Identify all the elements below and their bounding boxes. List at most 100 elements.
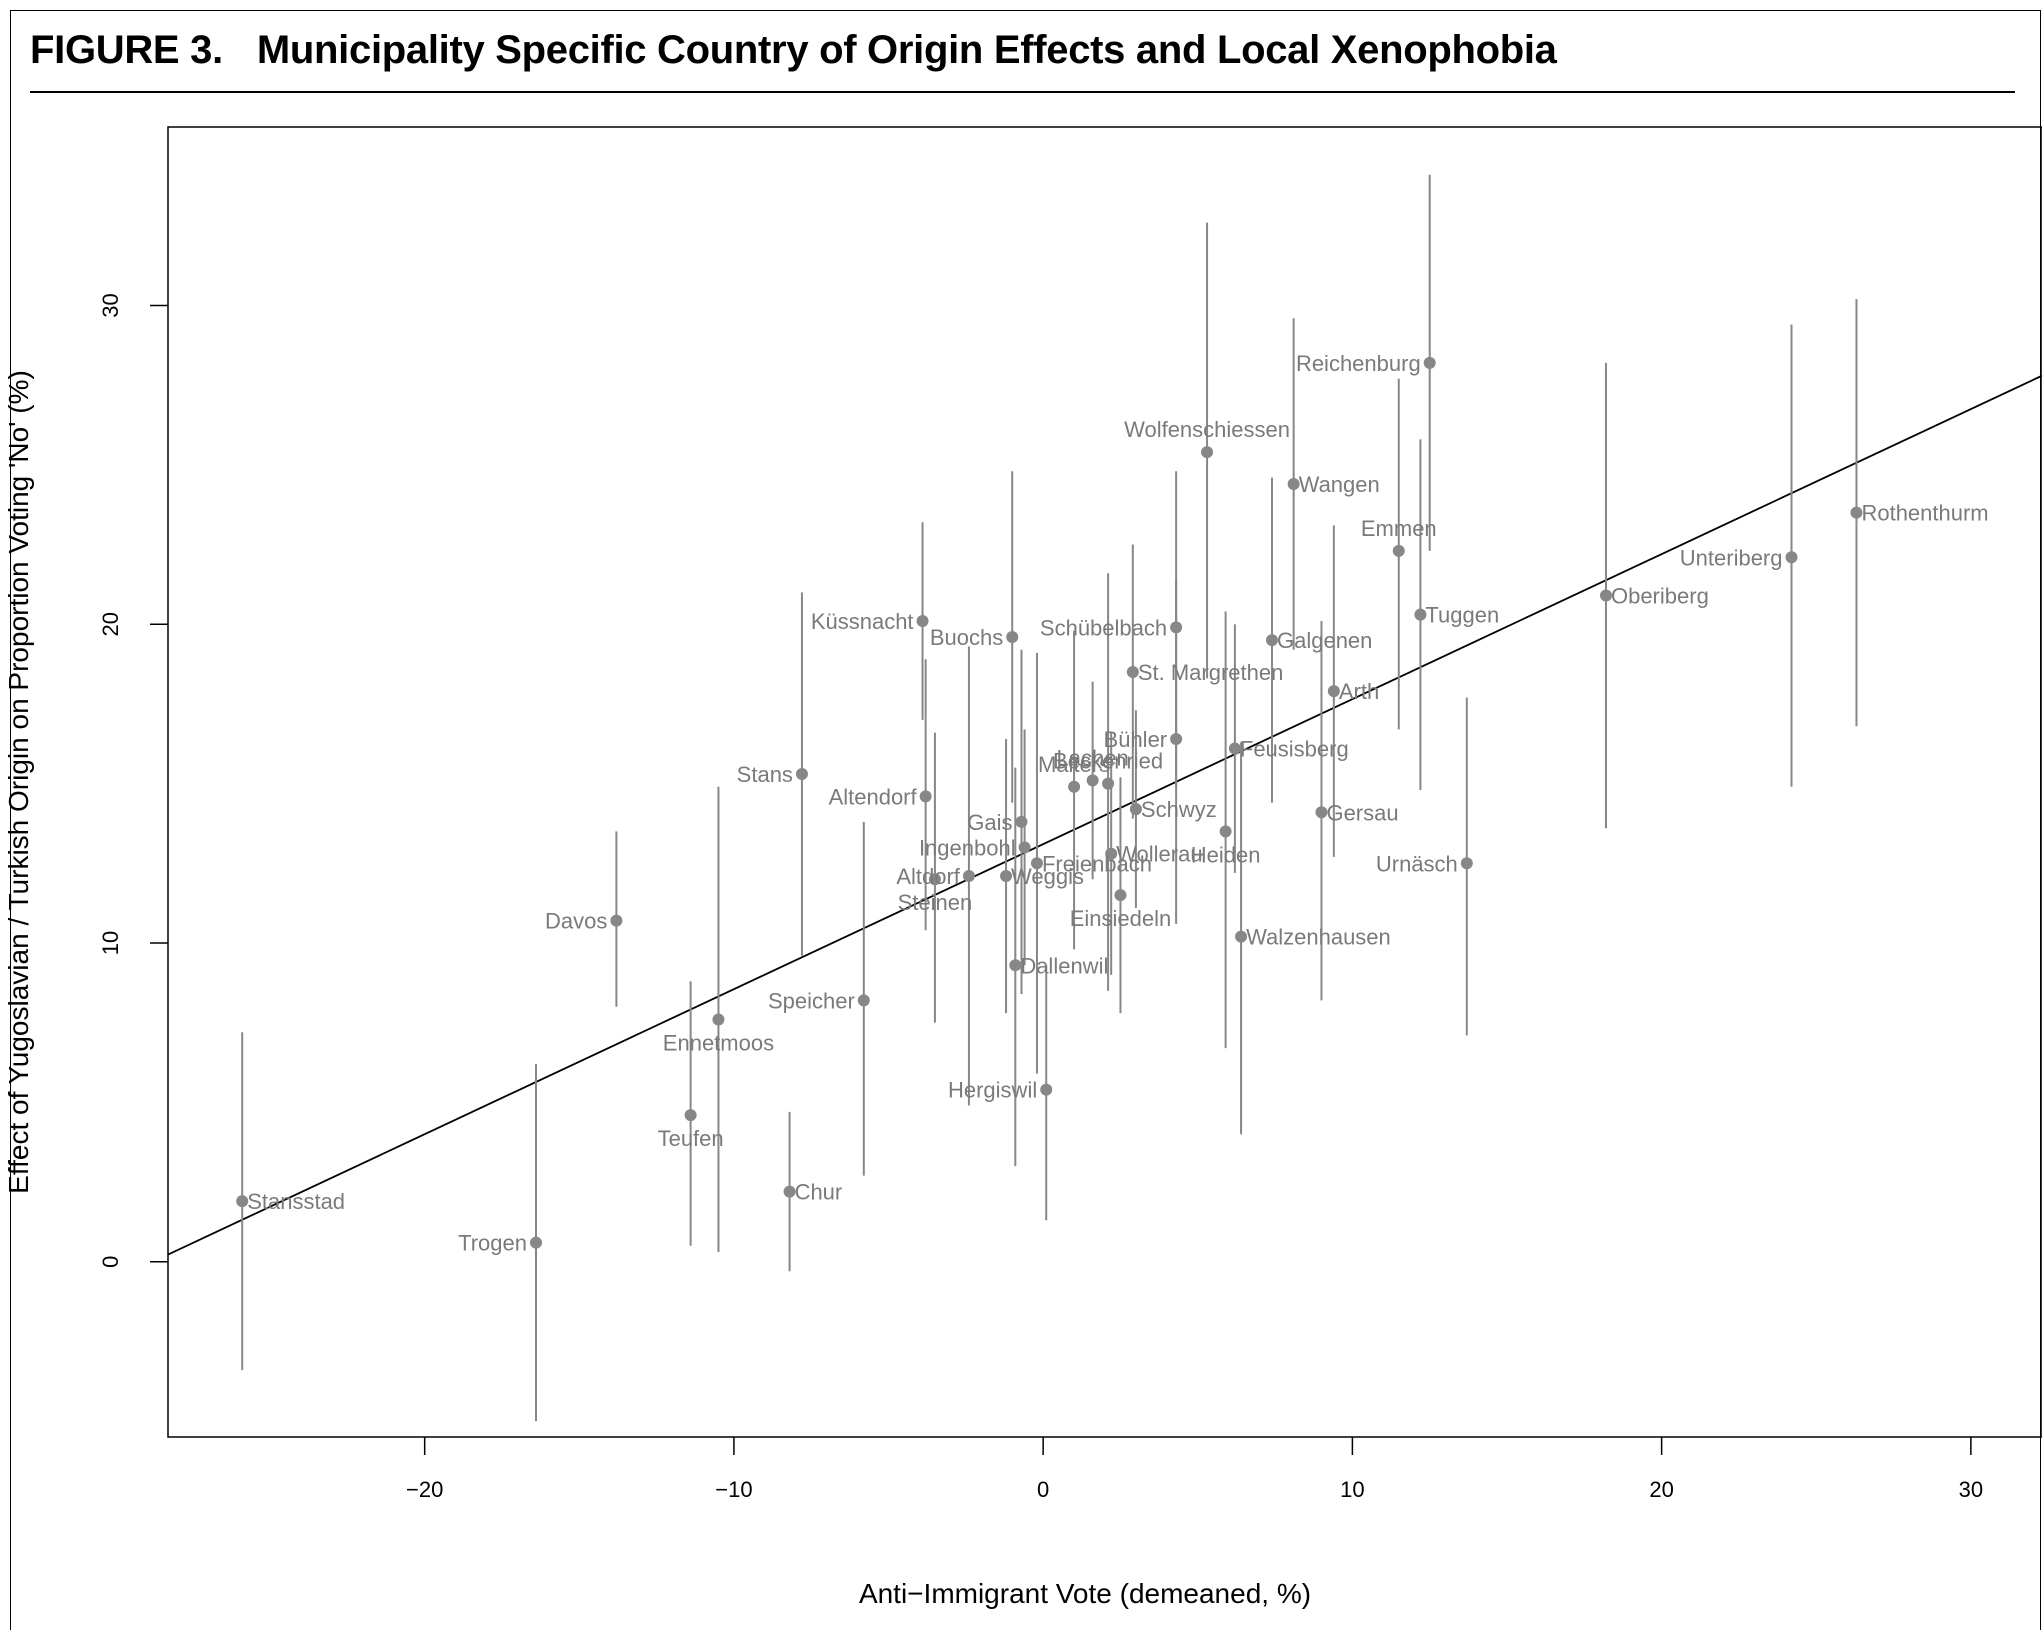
point-label: Walzenhausen xyxy=(1246,925,1391,950)
x-tick-label: 10 xyxy=(1340,1477,1364,1502)
x-tick-label: 30 xyxy=(1959,1477,1983,1502)
data-point xyxy=(1315,806,1328,819)
point-label: Galgenen xyxy=(1277,628,1372,653)
x-tick-label: −20 xyxy=(406,1477,443,1502)
point-label: Altendorf xyxy=(829,784,918,809)
point-label: Altdorf xyxy=(896,864,960,889)
point-label: Einsiedeln xyxy=(1070,906,1172,931)
point-label: Wollerau xyxy=(1116,842,1202,867)
data-point xyxy=(916,615,929,628)
point-layer xyxy=(236,356,1863,1249)
point-label: Beckenried xyxy=(1053,749,1163,774)
data-point xyxy=(1170,732,1183,745)
data-point xyxy=(1018,841,1031,854)
point-label: Stans xyxy=(737,762,793,787)
data-point xyxy=(1392,544,1405,557)
y-tick-label: 10 xyxy=(98,931,123,955)
point-label: St. Margrethen xyxy=(1138,660,1284,685)
data-point xyxy=(1040,1083,1053,1096)
point-label: Ingenbohl xyxy=(919,835,1016,860)
data-point xyxy=(712,1013,725,1026)
title-rule xyxy=(30,91,2015,93)
point-label: Schübelbach xyxy=(1040,615,1167,640)
point-label: Gersau xyxy=(1326,800,1398,825)
figure-frame xyxy=(10,10,2041,1630)
point-label: Trogen xyxy=(458,1231,527,1256)
fit-layer xyxy=(168,374,2042,1256)
data-point xyxy=(1129,803,1142,816)
data-point xyxy=(1228,742,1241,755)
point-label: Malters xyxy=(1038,752,1110,777)
x-tick-label: 20 xyxy=(1649,1477,1673,1502)
point-label: Ennetmoos xyxy=(663,1030,774,1055)
data-point xyxy=(1015,815,1028,828)
point-label: Teufen xyxy=(658,1126,724,1151)
point-label: Chur xyxy=(795,1180,843,1205)
x-axis-title: Anti−Immigrant Vote (demeaned, %) xyxy=(859,1578,1311,1609)
data-point xyxy=(1219,825,1232,838)
point-label: Schwyz xyxy=(1141,797,1217,822)
x-tick-label: −10 xyxy=(715,1477,752,1502)
plot-area xyxy=(167,126,2042,1438)
point-label: Wangen xyxy=(1299,472,1380,497)
data-point xyxy=(1287,477,1300,490)
x-tick-label: 0 xyxy=(1037,1477,1049,1502)
data-point xyxy=(783,1185,796,1198)
data-point xyxy=(1423,356,1436,369)
point-label: Freienbach xyxy=(1042,851,1152,876)
data-point xyxy=(1235,930,1248,943)
data-point xyxy=(1785,551,1798,564)
data-point xyxy=(684,1109,697,1122)
data-point xyxy=(1006,630,1019,643)
point-label: Rothenthurm xyxy=(1861,501,1988,526)
point-label: Unteriberg xyxy=(1680,545,1783,570)
point-label: Urnäsch xyxy=(1376,851,1458,876)
data-point xyxy=(962,870,975,883)
figure-label: FIGURE 3. xyxy=(30,28,223,72)
data-point xyxy=(1850,506,1863,519)
data-point xyxy=(1265,634,1278,647)
fit-line xyxy=(168,374,2042,1256)
data-point xyxy=(1105,847,1118,860)
data-point xyxy=(1599,589,1612,602)
point-label: Feusisberg xyxy=(1240,737,1349,762)
point-label: Davos xyxy=(545,909,607,934)
data-point xyxy=(1170,621,1183,634)
y-tick-label: 0 xyxy=(98,1256,123,1268)
point-label-layer: Stansstad Trogen Davos Teufen Ennetmoos Chur S… xyxy=(247,351,1988,1256)
point-label: Emmen xyxy=(1361,516,1437,541)
data-point xyxy=(236,1195,249,1208)
x-axis: −20 −10 0 10 20 30 xyxy=(406,1437,1983,1502)
point-label: Küssnacht xyxy=(811,609,914,634)
data-point xyxy=(1126,666,1139,679)
data-point xyxy=(1460,857,1473,870)
data-point xyxy=(610,914,623,927)
point-label: Gais xyxy=(967,810,1012,835)
point-label: Steinen xyxy=(898,890,973,915)
point-label: Hergiswil xyxy=(948,1078,1037,1103)
data-point xyxy=(1201,446,1214,459)
point-label: Buochs xyxy=(930,625,1003,650)
point-label: Bühler xyxy=(1104,727,1168,752)
data-point xyxy=(1102,777,1115,790)
data-point xyxy=(1068,780,1081,793)
data-point xyxy=(919,790,932,803)
figure-title-text: Municipality Specific Country of Origin … xyxy=(256,28,1557,72)
data-point xyxy=(795,768,808,781)
data-point xyxy=(1327,685,1340,698)
data-point xyxy=(1009,959,1022,972)
y-axis-title: Effect of Yugoslavian / Turkish Origin o… xyxy=(3,370,34,1194)
data-point xyxy=(1000,870,1013,883)
data-point xyxy=(529,1236,542,1249)
point-label: Speicher xyxy=(768,988,855,1013)
point-label: Tuggen xyxy=(1425,603,1499,628)
point-label: Reichenburg xyxy=(1296,351,1421,376)
point-label: Arth xyxy=(1339,679,1379,704)
point-label: Heiden xyxy=(1191,842,1261,867)
y-tick-label: 30 xyxy=(98,293,123,317)
data-point xyxy=(857,994,870,1007)
point-label: Dallenwil xyxy=(1020,953,1108,978)
y-tick-label: 20 xyxy=(98,612,123,636)
point-label: Wolfenschiessen xyxy=(1124,417,1290,442)
